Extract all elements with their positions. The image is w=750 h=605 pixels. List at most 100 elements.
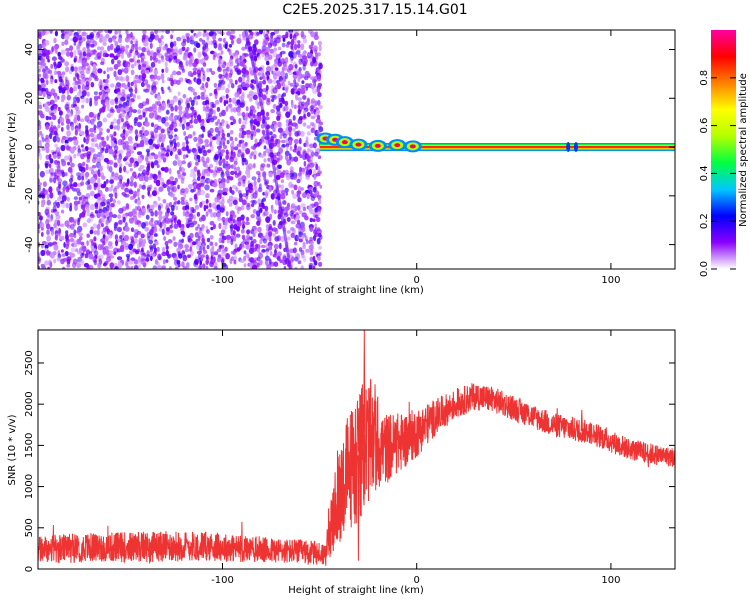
- spectrogram-cell: [59, 82, 65, 87]
- spectrogram-cell: [219, 96, 223, 103]
- spectrogram-cell: [259, 154, 265, 159]
- spectrogram-cell: [213, 82, 218, 88]
- spectrogram-cell: [285, 43, 290, 48]
- spectrogram-cell: [150, 61, 156, 68]
- spectrogram-cell: [273, 47, 278, 52]
- spectrogram-cell: [279, 134, 283, 140]
- spectrogram-cell: [61, 71, 66, 76]
- spectrogram-cell: [124, 245, 129, 250]
- spectrogram-cell: [168, 58, 172, 63]
- spectrogram-cell: [238, 132, 243, 139]
- spectrogram-cell: [276, 115, 281, 121]
- spectrogram-cell: [164, 241, 169, 246]
- spectrogram-cell: [117, 69, 123, 76]
- spectrogram-cell: [221, 64, 226, 69]
- spectrogram-cell: [94, 99, 98, 106]
- spectrogram-cell: [130, 40, 133, 45]
- spectrogram-cell: [245, 216, 250, 222]
- spectrogram-cell: [53, 177, 57, 184]
- spectrogram-cell: [177, 105, 183, 111]
- spectrogram-cell: [113, 162, 118, 168]
- spectrogram-cell: [138, 114, 143, 120]
- spectrogram-cell: [38, 184, 41, 192]
- spectrogram-cell: [221, 132, 226, 138]
- spectrogram-cell: [280, 179, 285, 184]
- spectrogram-cell: [59, 223, 65, 227]
- spectrogram-cell: [38, 104, 43, 110]
- spectrogram-cell: [189, 39, 195, 45]
- spectrogram-cell: [163, 222, 167, 230]
- spectrogram-cell: [260, 139, 266, 144]
- spectrogram-cell: [190, 73, 194, 77]
- spectrogram-cell: [73, 76, 77, 82]
- spectrogram-cell: [128, 217, 134, 224]
- spectrogram-cell: [292, 73, 298, 80]
- spectrogram-cell: [116, 226, 122, 233]
- spectrogram-cell: [114, 48, 118, 54]
- spectrogram-cell: [76, 172, 82, 177]
- spectrogram-cell: [166, 48, 172, 54]
- spectrogram-cell: [164, 121, 170, 127]
- spectrogram-cell: [313, 234, 317, 242]
- spectrogram-cell: [306, 192, 310, 200]
- spectrogram-cell: [228, 72, 233, 78]
- spectrogram-cell: [181, 68, 186, 73]
- spectrogram-cell: [201, 156, 205, 163]
- spectrogram-cell: [165, 245, 169, 250]
- spectrogram-cell: [94, 77, 99, 82]
- spectrogram-cell: [236, 37, 242, 45]
- spectrogram-cell: [206, 118, 210, 124]
- spectrogram-cell: [254, 185, 257, 191]
- spectrogram-cell: [82, 161, 86, 167]
- spectrogram-cell: [131, 210, 138, 217]
- spectrogram-cell: [46, 193, 50, 200]
- spectrogram-cell: [40, 30, 46, 36]
- spectrogram-cell: [283, 265, 287, 269]
- spectrogram-cell: [217, 66, 222, 72]
- spectrogram-cell: [89, 190, 95, 197]
- spectrogram-cell: [125, 132, 129, 138]
- spectrogram-cell: [292, 175, 298, 180]
- x-tick-label: -100: [211, 275, 234, 286]
- spectrogram-cell: [297, 197, 302, 203]
- spectrogram-cell: [252, 146, 256, 151]
- spectrogram-cell: [238, 117, 242, 125]
- spectrogram-cell: [204, 143, 210, 148]
- spectrogram-cell: [312, 142, 317, 149]
- spectrogram-y-ticks: -40 -20 0 20 40: [24, 43, 675, 253]
- spectrogram-cell: [230, 106, 234, 113]
- spectrogram-cell: [56, 201, 60, 209]
- spectrogram-cell: [133, 76, 138, 82]
- spectrogram-cell: [144, 157, 149, 162]
- spectrogram-cell: [93, 259, 97, 266]
- spectrogram-cell: [218, 37, 223, 42]
- spectrogram-cell: [152, 265, 158, 269]
- spectrogram-cell: [294, 256, 299, 262]
- spectrogram-cell: [228, 203, 233, 207]
- spectrogram-cell: [279, 172, 285, 179]
- spectrogram-cell: [280, 193, 286, 200]
- spectrogram-cell: [60, 122, 64, 126]
- spectrogram-cell: [118, 30, 122, 35]
- spectrogram-cell: [181, 160, 186, 165]
- spectrogram-cell: [123, 165, 127, 173]
- spectrogram-cell: [69, 147, 75, 154]
- spectrogram-cell: [232, 230, 236, 236]
- spectrogram-cell: [65, 47, 71, 52]
- spectrogram-cell: [103, 262, 107, 267]
- spectrogram-cell: [108, 205, 112, 212]
- spectrogram-cell: [293, 138, 299, 145]
- spectrogram-cell: [92, 157, 97, 164]
- spectrogram-cell: [256, 142, 261, 147]
- spectrogram-cell: [243, 263, 247, 268]
- spectrogram-cell: [316, 75, 322, 82]
- spectrogram-cell: [109, 43, 114, 51]
- spectrogram-cell: [136, 199, 141, 206]
- spectrogram-cell: [263, 145, 267, 150]
- spectrogram-cell: [241, 159, 245, 166]
- spectrogram-cell: [241, 76, 245, 83]
- spectrogram-cell: [209, 220, 215, 226]
- spectrogram-cell: [301, 234, 305, 240]
- spectrogram-cell: [206, 157, 210, 164]
- spectrogram-cell: [73, 40, 77, 46]
